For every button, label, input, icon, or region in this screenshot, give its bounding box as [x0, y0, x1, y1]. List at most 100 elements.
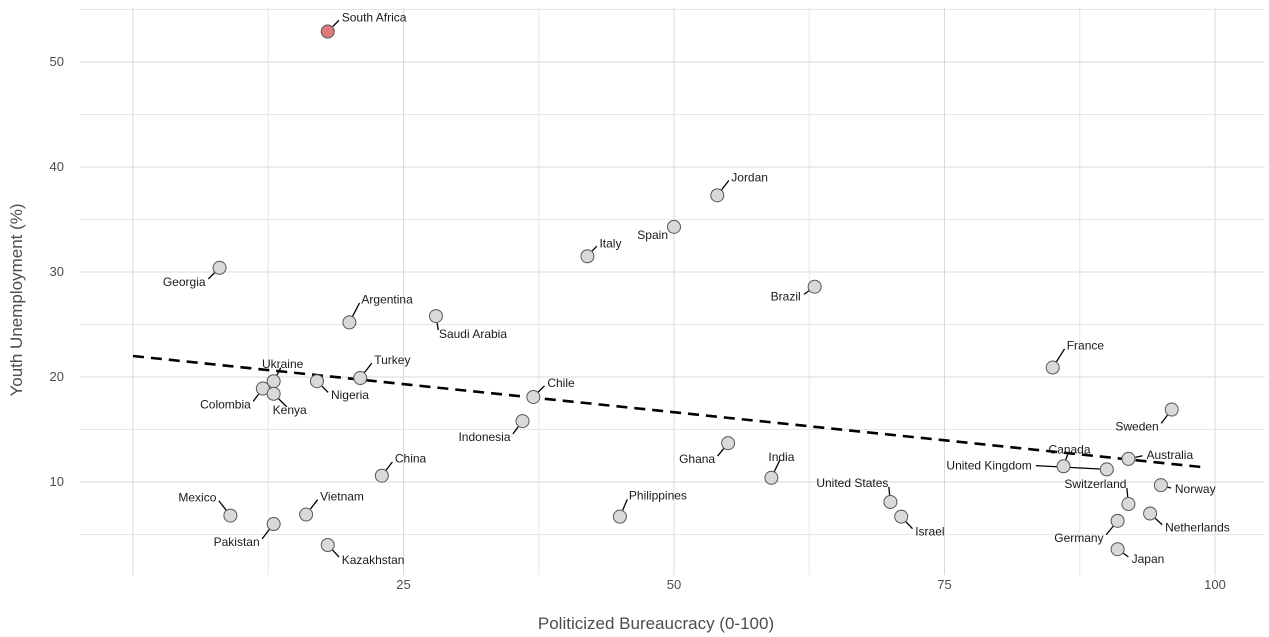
leader-line-canada [1065, 452, 1069, 460]
label-canada: Canada [1048, 442, 1090, 456]
point-turkey [353, 371, 368, 386]
point-france [1045, 360, 1060, 375]
label-turkey: Turkey [374, 353, 410, 367]
leader-line-ukraine [276, 367, 282, 376]
point-indonesia [515, 414, 530, 429]
label-united-kingdom: United Kingdom [946, 458, 1031, 472]
point-japan [1110, 542, 1125, 557]
label-kazakhstan: Kazakhstan [342, 553, 405, 567]
label-israel: Israel [915, 525, 944, 539]
leader-line-turkey [364, 362, 373, 373]
leader-line-italy [591, 245, 598, 252]
point-israel [894, 509, 909, 524]
point-philippines [612, 509, 627, 524]
point-south-africa [320, 24, 335, 39]
point-mexico [223, 508, 238, 523]
y-tick-label: 40 [50, 159, 64, 174]
leader-line-australia [1135, 455, 1143, 459]
leader-line-germany [1105, 525, 1114, 536]
point-canada [1056, 459, 1071, 474]
point-india [764, 470, 779, 485]
point-netherlands [1143, 506, 1158, 521]
label-vietnam: Vietnam [320, 490, 364, 504]
leader-line-jordan [721, 180, 730, 191]
tick-labels: 25 50 75 100 10 20 30 40 50 [50, 54, 1226, 592]
label-brazil: Brazil [771, 290, 801, 304]
leader-line-israel [905, 521, 913, 530]
leader-line-sweden [1160, 414, 1168, 424]
label-saudi-arabia: Saudi Arabia [439, 327, 507, 341]
leader-line-georgia [207, 272, 216, 280]
leader-line-netherlands [1154, 517, 1163, 526]
point-spain [667, 219, 681, 234]
point-labels: South Africa Jordan Spain Italy Georgia Brazi… [163, 11, 1230, 567]
point-united-states [883, 494, 898, 509]
label-united-states: United States [816, 476, 888, 490]
y-axis-title: Youth Unemployment (%) [7, 203, 26, 396]
label-japan: Japan [1132, 552, 1165, 566]
leader-line-indonesia [512, 426, 519, 435]
label-georgia: Georgia [163, 275, 206, 289]
leader-line-united-states [888, 486, 891, 496]
leader-line-argentina [352, 302, 361, 317]
point-switzerland [1121, 497, 1136, 512]
point-argentina [342, 315, 357, 330]
point-kazakhstan [320, 538, 335, 552]
x-tick-label: 50 [667, 577, 681, 592]
leader-line-mexico [218, 500, 227, 511]
leader-line-norway [1167, 486, 1172, 489]
y-tick-label: 10 [50, 474, 64, 489]
label-france: France [1067, 339, 1105, 353]
grid [80, 8, 1265, 575]
y-tick-label: 20 [50, 369, 64, 384]
label-germany: Germany [1054, 531, 1103, 545]
leader-line-nigeria [321, 385, 329, 393]
point-norway [1153, 478, 1168, 493]
x-tick-label: 25 [396, 577, 410, 592]
label-jordan: Jordan [731, 170, 768, 184]
label-india: India [768, 450, 794, 464]
label-indonesia: Indonesia [458, 430, 510, 444]
label-ukraine: Ukraine [262, 357, 304, 371]
point-georgia [212, 260, 227, 275]
leader-line-colombia [252, 393, 260, 402]
label-leaders [207, 19, 1172, 558]
point-chile [526, 389, 541, 404]
label-nigeria: Nigeria [331, 388, 369, 402]
point-germany [1110, 513, 1125, 528]
point-china [374, 468, 389, 483]
label-switzerland: Switzerland [1064, 477, 1126, 491]
leader-line-ghana [717, 448, 725, 457]
data-points [212, 24, 1179, 557]
leader-line-brazil [803, 290, 810, 295]
point-brazil [807, 279, 822, 294]
label-italy: Italy [599, 236, 621, 250]
x-tick-label: 75 [937, 577, 951, 592]
point-jordan [710, 188, 725, 203]
leader-line-japan [1122, 552, 1129, 558]
x-axis-title: Politicized Bureaucracy (0-100) [538, 614, 774, 633]
label-sweden: Sweden [1115, 420, 1158, 434]
leader-line-kazakhstan [332, 549, 340, 558]
point-kenya [266, 386, 281, 401]
label-ghana: Ghana [679, 452, 715, 466]
label-philippines: Philippines [629, 489, 687, 503]
label-australia: Australia [1146, 448, 1193, 462]
leader-line-pakistan [261, 529, 270, 540]
leader-line-switzerland [1126, 487, 1129, 498]
point-sweden [1164, 402, 1179, 417]
point-ghana [721, 436, 736, 451]
x-tick-label: 100 [1204, 577, 1226, 592]
y-tick-label: 50 [50, 54, 64, 69]
leader-line-south-africa [332, 19, 340, 28]
label-china: China [395, 452, 427, 466]
label-argentina: Argentina [361, 292, 413, 306]
leader-line-kenya [278, 398, 288, 408]
label-pakistan: Pakistan [214, 535, 260, 549]
leader-line-france [1055, 348, 1066, 362]
label-chile: Chile [547, 376, 575, 390]
point-pakistan [266, 517, 281, 531]
label-kenya: Kenya [273, 403, 307, 417]
label-mexico: Mexico [178, 491, 216, 505]
